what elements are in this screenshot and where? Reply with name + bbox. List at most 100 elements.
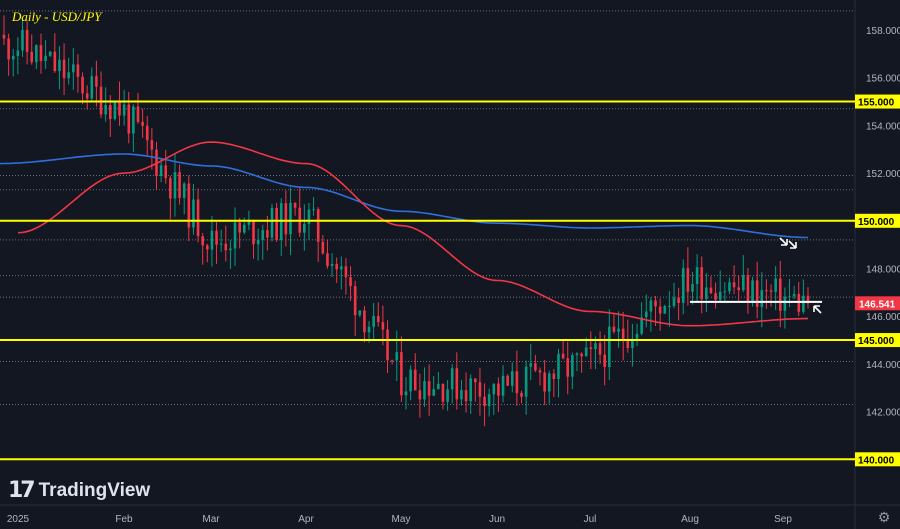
candle-body (58, 59, 61, 72)
candle-body (663, 306, 667, 314)
candle-body (603, 354, 606, 368)
candle-body (658, 306, 662, 314)
candle-body (478, 382, 482, 397)
candle-body (169, 178, 172, 199)
time-tick-label: Mar (202, 514, 220, 525)
candle-body (700, 267, 704, 300)
candle-body (44, 55, 47, 62)
candle-body (284, 203, 288, 235)
candle-body (460, 390, 463, 400)
candle-body (224, 243, 228, 251)
candle-body (321, 241, 325, 254)
price-tick-label: 156.000 (866, 74, 900, 85)
candle-body (173, 172, 177, 199)
candle-body (446, 389, 449, 402)
tradingview-logo: 17 TradingView (8, 478, 150, 503)
candle-body (792, 293, 796, 297)
candle-body (672, 297, 676, 306)
gear-icon[interactable]: ⚙ (877, 510, 891, 526)
candle-body (751, 280, 754, 303)
candle-body (543, 372, 546, 392)
candle-body (728, 282, 731, 292)
candle-body (608, 326, 611, 368)
candle-body (330, 263, 334, 266)
candle-body (427, 381, 431, 396)
time-tick-label: Jul (584, 514, 597, 525)
candle-body (395, 352, 399, 361)
candle-body (497, 383, 500, 396)
time-tick-label: Sep (774, 514, 792, 525)
candle-body (686, 268, 690, 292)
candle-body (635, 333, 639, 339)
time-tick-label: May (392, 514, 411, 525)
candle-body (316, 209, 320, 242)
candle-body (677, 297, 680, 303)
candle-body (617, 328, 620, 332)
candle-body (72, 64, 75, 73)
price-tick-label: 148.000 (866, 265, 900, 276)
price-tick-label: 142.000 (866, 408, 900, 419)
candle-body (25, 29, 29, 52)
candle-body (538, 370, 542, 373)
candle-body (515, 371, 519, 393)
candle-body (164, 165, 168, 179)
candle-body (557, 353, 560, 379)
candle-body (765, 290, 768, 292)
candle-body (469, 378, 472, 402)
candle-body (196, 199, 200, 237)
candle-body (252, 221, 255, 245)
candle-body (67, 72, 70, 79)
candle-body (30, 51, 34, 63)
candle-body (566, 358, 570, 377)
candle-body (381, 322, 385, 330)
candle-body (788, 296, 791, 298)
candle-body (187, 183, 191, 228)
candle-body (520, 392, 523, 397)
candle-body (141, 121, 144, 126)
candle-body (644, 311, 648, 318)
price-tick-label: 154.000 (866, 121, 900, 132)
key-level-label: 150.000 (858, 217, 895, 228)
moving-average-blue (0, 153, 808, 239)
candle-body (344, 266, 348, 278)
time-tick-label: Aug (681, 514, 699, 525)
last-price-label: 146.541 (859, 299, 896, 310)
candle-body (529, 363, 533, 367)
candle-body (737, 287, 740, 291)
moving-average-red (17, 141, 808, 327)
candle-body (113, 102, 117, 120)
candle-body (358, 310, 362, 316)
candle-body (159, 165, 163, 177)
down-arrow-1 (779, 237, 788, 246)
candle-body (270, 208, 274, 238)
key-level-tag (855, 452, 900, 467)
candle-body (293, 202, 297, 208)
up-arrow (813, 305, 822, 314)
candle-body (580, 353, 583, 357)
candle-body (778, 278, 782, 311)
candle-body (132, 106, 135, 134)
candle-body (201, 236, 204, 246)
chart-title: Daily - USD/JPY (11, 9, 103, 24)
candle-body (783, 296, 787, 311)
candle-body (423, 381, 426, 400)
candle-body (340, 266, 343, 270)
candle-body (192, 199, 195, 228)
candle-body (210, 230, 214, 250)
candle-body (746, 275, 750, 303)
candle-body (594, 343, 597, 349)
price-tick-label: 152.000 (866, 169, 900, 180)
candle-body (118, 102, 121, 116)
key-level-tag (855, 213, 900, 228)
candle-body (621, 328, 625, 340)
candle-body (16, 50, 20, 56)
candle-body (85, 93, 89, 99)
time-tick-label: Feb (115, 514, 133, 525)
candle-body (714, 293, 717, 300)
candle-body (215, 230, 218, 245)
candle-body (631, 338, 634, 349)
candle-body (233, 222, 237, 249)
candle-body (307, 209, 311, 224)
